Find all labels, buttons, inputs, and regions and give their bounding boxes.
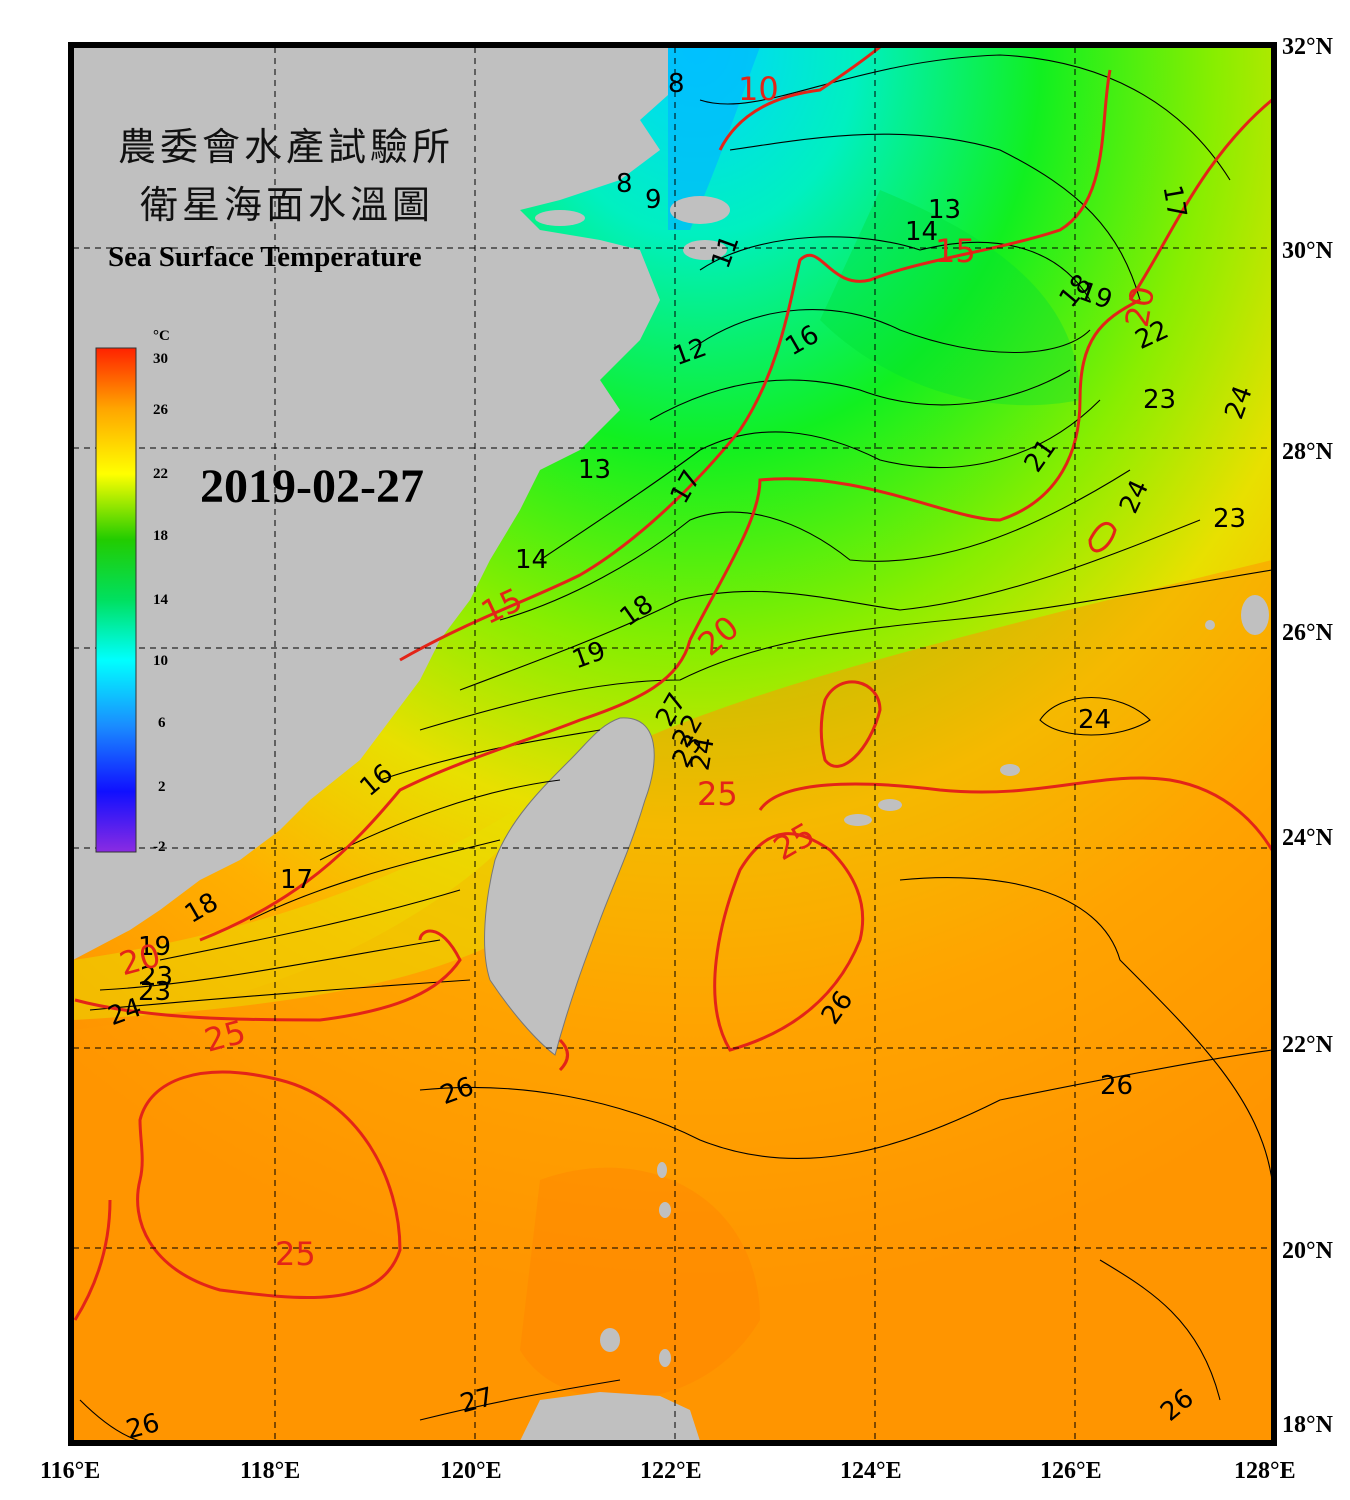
colorbar-tick: 30 [153, 351, 168, 367]
map-frame [68, 42, 1277, 1446]
contour-label: 13 [928, 195, 961, 225]
ocean-field [73, 47, 1272, 1441]
colorbar-tick: 14 [153, 592, 169, 608]
lon-label: 122°E [640, 1458, 702, 1484]
contour-label: 24 [1078, 705, 1111, 735]
colorbar-tick: -2 [153, 839, 166, 855]
colorbar-tick: 6 [158, 715, 166, 731]
lat-label: 28°N [1282, 439, 1334, 465]
mainland-china [73, 47, 668, 960]
colorbar-tick: 22 [153, 466, 168, 482]
contour-label-red: 15 [935, 232, 976, 270]
contour-label: 14 [905, 217, 938, 247]
colorbar-unit: °C [153, 328, 170, 344]
lon-label: 116°E [40, 1458, 100, 1484]
contour-label: 23 [138, 977, 171, 1007]
contour-label: 19 [138, 932, 171, 962]
red-isotherms [73, 47, 1272, 1321]
contour-label: 13 [578, 455, 611, 485]
colorbar-tick: 18 [153, 528, 168, 544]
lon-label: 120°E [440, 1458, 502, 1484]
lon-label: 126°E [1040, 1458, 1102, 1484]
contour-label: 23 [1213, 504, 1246, 534]
lon-label: 128°E [1234, 1458, 1296, 1484]
contour-label: 24 [685, 735, 720, 773]
lat-label: 18°N [1282, 1412, 1334, 1438]
contour-label-red: 25 [697, 775, 738, 813]
small-islands [535, 65, 1269, 1367]
contour-label: 23 [140, 962, 173, 992]
contour-label: 8 [668, 69, 685, 99]
lon-label: 124°E [840, 1458, 902, 1484]
lat-label: 30°N [1282, 238, 1334, 264]
contour-label: 14 [515, 545, 548, 575]
contour-label: 8 [616, 169, 633, 199]
contour-label-red: 25 [275, 1235, 316, 1273]
latitude-labels: 32°N 30°N 28°N 26°N 24°N 22°N 20°N 18°N [1282, 34, 1334, 1438]
colorbar-tick: 26 [153, 402, 169, 418]
date-label: 2019-02-27 [200, 460, 424, 513]
contour-label: 17 [280, 865, 313, 895]
title-block: 農委會水產試驗所 衛星海面水溫圖 Sea Surface Temperature… [108, 125, 454, 513]
lat-label: 24°N [1282, 825, 1334, 851]
colorbar-tick: 10 [153, 653, 168, 669]
black-isotherms [79, 54, 1272, 1441]
colorbar-tick: 2 [158, 779, 166, 795]
lat-label: 22°N [1282, 1032, 1334, 1058]
graticule [73, 47, 1272, 1441]
contour-label: 23 [1143, 385, 1176, 415]
lon-label: 118°E [240, 1458, 300, 1484]
title-line-2: 衛星海面水溫圖 [140, 183, 434, 227]
colorbar: °C 30 26 22 18 14 10 6 2 -2 [95, 328, 170, 855]
contour-label-red: 20 [1118, 283, 1162, 330]
luzon [520, 1392, 700, 1441]
taiwan [484, 717, 655, 1056]
contour-label: 9 [645, 185, 662, 215]
colorbar-ramp [95, 347, 137, 853]
lat-label: 26°N [1282, 620, 1334, 646]
contour-label: 26 [1100, 1071, 1133, 1101]
contour-label: 17 [1157, 183, 1192, 221]
longitude-labels: 116°E 118°E 120°E 122°E 124°E 126°E 128°… [40, 1458, 1296, 1484]
title-english: Sea Surface Temperature [108, 241, 422, 273]
lat-label: 20°N [1282, 1238, 1334, 1264]
lat-label: 32°N [1282, 34, 1334, 60]
contour-label-red: 10 [738, 70, 779, 108]
title-line-1: 農委會水產試驗所 [118, 125, 454, 169]
